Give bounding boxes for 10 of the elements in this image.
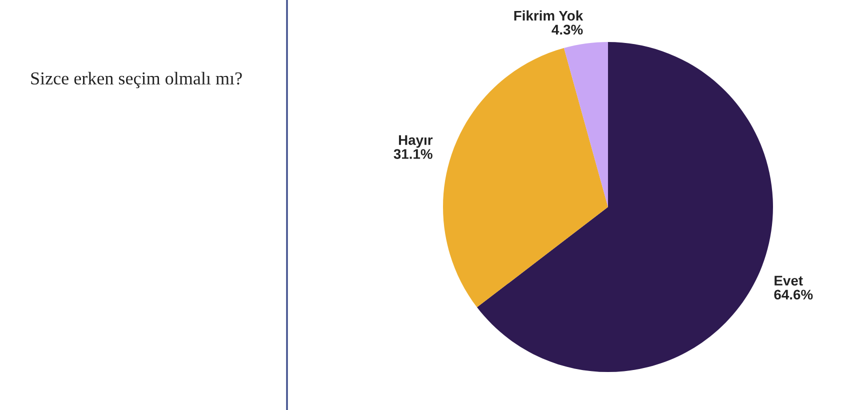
slice-label: Evet xyxy=(774,276,803,286)
data-label: 4.3% xyxy=(552,24,583,35)
data-label: 64.6% xyxy=(774,290,813,300)
text: Sizce erken seçim olmalı mı? xyxy=(31,72,242,88)
slice-label: Fikrim Yok xyxy=(514,10,584,21)
pie-slice xyxy=(443,48,608,308)
pie-slice xyxy=(564,42,608,207)
slice-label: Hayır xyxy=(398,135,433,148)
data-label: 31.1% xyxy=(394,149,432,159)
pie-slice xyxy=(476,42,773,372)
